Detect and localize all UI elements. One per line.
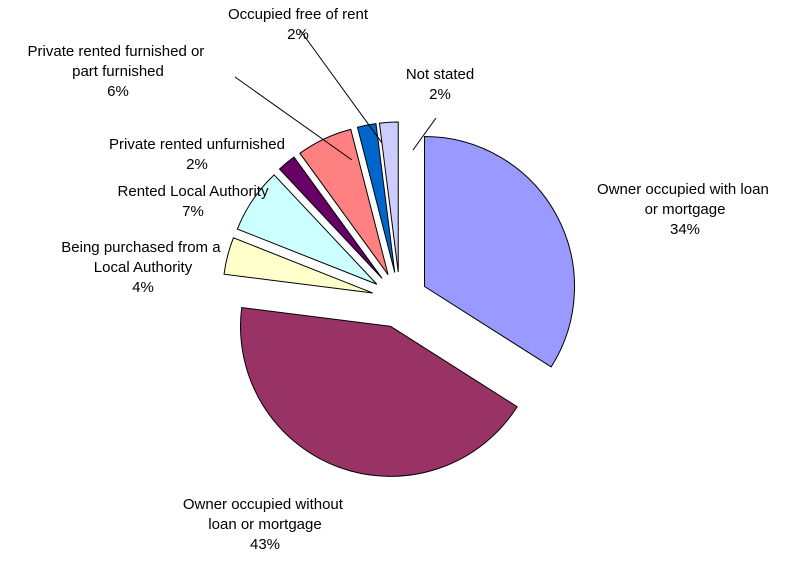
slice-label: Being purchased from a Local Authority [61, 239, 224, 276]
slice-value-label: 6% [107, 83, 129, 100]
slice-label: Occupied free of rent [228, 6, 369, 23]
pie-slice [424, 136, 575, 368]
pie-slice [299, 128, 389, 275]
slice-value-label: 43% [250, 536, 280, 553]
slice-label: Rented Local Authority [118, 183, 269, 200]
slice-value-label: 2% [429, 86, 451, 103]
slice-label: Private rented unfurnished [109, 136, 285, 153]
slice-label: Not stated [406, 66, 474, 83]
slice-label: Owner occupied without loan or mortgage [183, 496, 347, 533]
slice-value-label: 7% [182, 203, 204, 220]
pie-slice [356, 123, 396, 273]
label-line: Owner occupied with loan [597, 181, 773, 198]
slice-value-label: 2% [186, 156, 208, 173]
leader-line [299, 29, 391, 155]
leader-line [234, 76, 353, 161]
pie-slice [223, 237, 374, 294]
label-line: Private rented furnished or [28, 43, 209, 60]
pie-slice [378, 121, 399, 273]
pie-slice [236, 174, 378, 285]
slice-label: Owner occupied with loan or mortgage [597, 181, 773, 218]
label-line: Local Authority [94, 259, 193, 276]
slice-value-label: 4% [132, 279, 154, 296]
pie-slice [278, 156, 383, 279]
pie-slice [240, 306, 518, 477]
slice-label: Private rented furnished or part furnish… [28, 43, 209, 80]
label-line: part furnished [72, 63, 164, 80]
label-line: or mortgage [645, 201, 726, 218]
leader-line [412, 117, 437, 151]
slice-value-label: 34% [670, 221, 700, 238]
label-line: loan or mortgage [208, 516, 321, 533]
label-line: Being purchased from a [61, 239, 224, 256]
slice-value-label: 2% [287, 26, 309, 43]
label-line: Owner occupied without [183, 496, 347, 513]
